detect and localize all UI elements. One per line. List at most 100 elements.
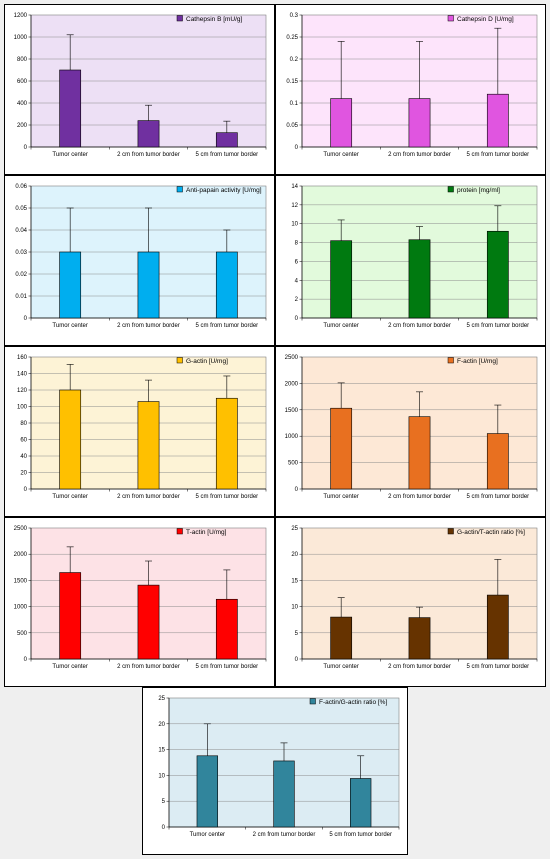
x-tick-label: 2 cm from tumor border bbox=[253, 832, 316, 838]
y-tick-label: 0 bbox=[295, 657, 299, 663]
x-tick-label: Tumor center bbox=[323, 494, 358, 500]
bar bbox=[59, 572, 82, 660]
y-tick-label: 15 bbox=[158, 748, 165, 754]
y-tick-label: 12 bbox=[291, 203, 298, 209]
y-tick-label: 8 bbox=[295, 241, 299, 247]
y-tick-label: 1500 bbox=[14, 578, 28, 584]
x-tick-label: 2 cm from tumor border bbox=[388, 152, 451, 158]
chart-panel-g-actin: 0 20 40 60 80 100 120 140 160 Tumor center 2 cm fr… bbox=[4, 346, 275, 517]
y-tick-label: 160 bbox=[17, 355, 28, 361]
legend-swatch bbox=[447, 186, 454, 193]
legend-swatch bbox=[447, 357, 454, 364]
x-tick-label: 5 cm from tumor border bbox=[195, 152, 258, 158]
y-tick-label: 5 bbox=[162, 799, 166, 805]
chart-svg: 0 0.01 0.02 0.03 0.04 0.05 0.06 Tumor center 2 c… bbox=[15, 184, 267, 329]
x-tick-label: 5 cm from tumor border bbox=[466, 152, 529, 158]
y-tick-label: 20 bbox=[158, 722, 165, 728]
bar bbox=[350, 778, 372, 828]
x-tick-label: Tumor center bbox=[52, 323, 87, 329]
chart-svg: 0 5 10 15 20 25 Tumor center 2 cm from tumor bo… bbox=[291, 526, 538, 670]
legend-label: G-actin [U/mg] bbox=[186, 358, 228, 365]
y-tick-label: 60 bbox=[20, 438, 27, 444]
y-tick-label: 2 bbox=[295, 297, 299, 303]
bar bbox=[215, 132, 238, 148]
y-tick-label: 500 bbox=[288, 461, 299, 467]
y-tick-label: 10 bbox=[158, 773, 165, 779]
bar bbox=[330, 616, 353, 660]
chart-panel-cathepsin-d: 0 0.05 0.1 0.15 0.2 0.25 0.3 Tumor center 2 cm f… bbox=[275, 4, 546, 175]
y-tick-label: 1500 bbox=[285, 408, 299, 414]
bar bbox=[330, 240, 353, 319]
chart-svg: 0 200 400 600 800 1000 1200 Tumor center 2 cm fr… bbox=[14, 13, 267, 158]
y-tick-label: 100 bbox=[17, 405, 28, 411]
bar bbox=[486, 93, 509, 148]
chart-panel-protein: 0 2 4 6 8 10 12 14 Tumor center 2 cm from tumor b… bbox=[275, 175, 546, 346]
y-tick-label: 40 bbox=[20, 454, 27, 460]
y-tick-label: 2000 bbox=[14, 552, 28, 558]
legend-label: Cathepsin B [mU/g] bbox=[186, 16, 243, 23]
legend-label: protein [mg/ml] bbox=[457, 187, 500, 194]
chart-panel-anti-papain: 0 0.01 0.02 0.03 0.04 0.05 0.06 Tumor center 2 c… bbox=[4, 175, 275, 346]
y-tick-label: 15 bbox=[291, 578, 298, 584]
bar bbox=[273, 760, 295, 828]
x-tick-label: 2 cm from tumor border bbox=[117, 152, 180, 158]
y-tick-label: 0 bbox=[24, 657, 28, 663]
y-tick-label: 400 bbox=[17, 101, 28, 107]
y-tick-label: 0.1 bbox=[290, 101, 299, 107]
x-tick-label: 2 cm from tumor border bbox=[117, 664, 180, 670]
y-tick-label: 5 bbox=[295, 631, 299, 637]
legend-swatch bbox=[447, 15, 454, 22]
y-tick-label: 120 bbox=[17, 388, 28, 394]
y-tick-label: 1000 bbox=[14, 605, 28, 611]
y-tick-label: 0 bbox=[24, 145, 28, 151]
x-tick-label: Tumor center bbox=[323, 664, 358, 670]
bar bbox=[408, 617, 431, 660]
y-tick-label: 0 bbox=[295, 145, 299, 151]
y-tick-label: 1000 bbox=[14, 35, 28, 41]
y-tick-label: 600 bbox=[17, 79, 28, 85]
chart-svg: 0 2 4 6 8 10 12 14 Tumor center 2 cm from tumor b… bbox=[291, 184, 538, 329]
bar bbox=[486, 230, 509, 319]
chart-svg: 0 5 10 15 20 25 Tumor center 2 cm from tumor bo… bbox=[158, 696, 400, 838]
y-tick-label: 10 bbox=[291, 222, 298, 228]
bar bbox=[137, 584, 160, 660]
x-tick-label: Tumor center bbox=[52, 494, 87, 500]
legend-swatch bbox=[176, 528, 183, 535]
x-tick-label: Tumor center bbox=[323, 152, 358, 158]
y-tick-label: 20 bbox=[20, 471, 27, 477]
y-tick-label: 0.01 bbox=[15, 294, 27, 300]
y-tick-label: 0.2 bbox=[290, 57, 299, 63]
y-tick-label: 0.03 bbox=[15, 250, 27, 256]
chart-svg: 0 0.05 0.1 0.15 0.2 0.25 0.3 Tumor center 2 cm f… bbox=[286, 13, 538, 158]
x-tick-label: 5 cm from tumor border bbox=[195, 664, 258, 670]
y-tick-label: 10 bbox=[291, 605, 298, 611]
x-tick-label: 5 cm from tumor border bbox=[466, 323, 529, 329]
bar bbox=[330, 98, 353, 148]
x-tick-label: 2 cm from tumor border bbox=[117, 323, 180, 329]
legend-swatch bbox=[176, 15, 183, 22]
bar bbox=[59, 69, 82, 148]
chart-panel-cathepsin-b: 0 200 400 600 800 1000 1200 Tumor center 2 cm fr… bbox=[4, 4, 275, 175]
chart-svg: 0 500 1000 1500 2000 2500 Tumor center 2 cm fro… bbox=[14, 526, 267, 670]
x-tick-label: Tumor center bbox=[52, 152, 87, 158]
bar bbox=[215, 598, 238, 660]
legend-label: F-actin/G-actin ratio [%] bbox=[319, 699, 387, 706]
y-tick-label: 0 bbox=[295, 487, 299, 493]
legend-swatch bbox=[309, 698, 316, 705]
y-tick-label: 500 bbox=[17, 631, 28, 637]
bar bbox=[486, 594, 509, 660]
y-tick-label: 14 bbox=[291, 184, 298, 190]
y-tick-label: 6 bbox=[295, 259, 299, 265]
x-tick-label: Tumor center bbox=[52, 664, 87, 670]
bar bbox=[137, 251, 160, 319]
legend-swatch bbox=[447, 528, 454, 535]
y-tick-label: 20 bbox=[291, 552, 298, 558]
x-tick-label: 2 cm from tumor border bbox=[388, 664, 451, 670]
x-tick-label: 2 cm from tumor border bbox=[388, 323, 451, 329]
y-tick-label: 1200 bbox=[14, 13, 28, 19]
bar bbox=[408, 239, 431, 319]
x-tick-label: Tumor center bbox=[323, 323, 358, 329]
chart-panel-g-t-ratio: 0 5 10 15 20 25 Tumor center 2 cm from tumor bo… bbox=[275, 517, 546, 687]
y-tick-label: 0.04 bbox=[15, 228, 27, 234]
bar bbox=[330, 407, 353, 490]
